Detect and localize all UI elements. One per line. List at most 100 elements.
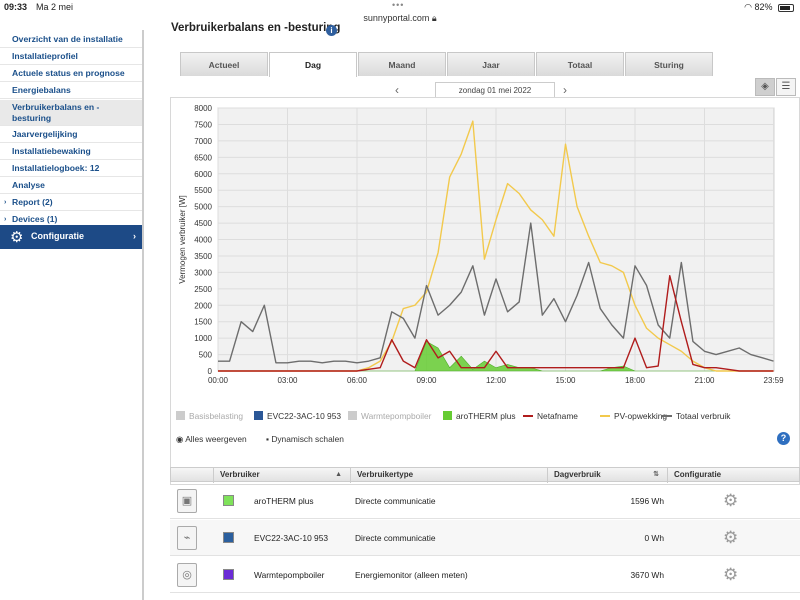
tab-dag[interactable]: Dag — [269, 52, 357, 77]
sidebar: Overzicht van de installatie Installatiep… — [0, 30, 144, 600]
sidebar-item[interactable]: Energiebalans — [0, 83, 142, 99]
sidebar-item[interactable]: Actuele status en prognose — [0, 66, 142, 82]
gear-icon[interactable]: ⚙ — [723, 528, 739, 547]
y-tick-label: 1000 — [194, 334, 212, 343]
y-tick-label: 3500 — [194, 252, 212, 261]
url-text: sunnyportal.com — [363, 13, 430, 23]
sidebar-item[interactable]: Installatielogboek: 12 — [0, 161, 142, 177]
table-row[interactable]: ▣ aroTHERM plus Directe communicatie 1596 W… — [170, 483, 800, 519]
stacked-view-button[interactable]: ◈ — [755, 78, 775, 96]
sort-up-icon: ▲ — [335, 471, 342, 478]
legend-swatch — [443, 411, 452, 420]
legend-label: Netafname — [537, 411, 578, 421]
y-tick-label: 2000 — [194, 301, 212, 310]
chevron-right-icon: › — [133, 231, 136, 241]
legend-item[interactable]: aroTHERM plus — [443, 411, 516, 421]
y-tick-label: 7500 — [194, 120, 212, 129]
tab-jaar[interactable]: Jaar — [447, 52, 535, 76]
table-row[interactable]: ⌁ EVC22-3AC-10 953 Directe communicatie 0 W… — [170, 520, 800, 556]
sidebar-item-configuratie[interactable]: ⚙ Configuratie › — [0, 225, 142, 249]
consumer-name: EVC22-3AC-10 953 — [254, 533, 329, 543]
eye-icon: ◉ — [176, 434, 184, 444]
chart-panel: 0 500 1000 1500 2000 2500 3000 3500 4000 4500 5000… — [170, 97, 800, 485]
y-tick-label: 2500 — [194, 285, 212, 294]
page-title: Verbruikerbalans en -besturing — [171, 22, 341, 34]
sidebar-item-label: Installatielogboek: 12 — [12, 163, 100, 173]
y-tick-label: 0 — [208, 367, 213, 376]
boiler-icon: ◎ — [177, 563, 197, 587]
x-tick-label: 21:00 — [694, 376, 715, 385]
table-header: Verbruiker ▲ Verbruikertype Dagverbruik … — [170, 467, 800, 483]
lock-icon: 🔒︎ — [431, 13, 437, 23]
x-tick-label: 15:00 — [555, 376, 576, 385]
sidebar-item[interactable]: Installatiebewaking — [0, 144, 142, 160]
consumer-type: Energiemonitor (alleen meten) — [355, 570, 468, 580]
sidebar-item[interactable]: Overzicht van de installatie — [0, 32, 142, 48]
sidebar-item-label: Verbruikerbalans en - besturing — [12, 102, 100, 123]
legend-item[interactable]: Warmtepompboiler — [348, 411, 431, 421]
tab-totaal[interactable]: Totaal — [536, 52, 624, 76]
y-tick-label: 3000 — [194, 268, 212, 277]
y-tick-label: 7000 — [194, 137, 212, 146]
header-label: Dagverbruik — [554, 470, 601, 479]
tab-actueel[interactable]: Actueel — [180, 52, 268, 76]
sidebar-item[interactable]: Verbruikerbalans en - besturing — [0, 100, 142, 126]
legend-item[interactable]: Netafname — [523, 411, 578, 421]
gear-icon: ⚙ — [10, 229, 24, 246]
consumer-type: Directe communicatie — [355, 533, 436, 543]
gear-icon[interactable]: ⚙ — [723, 491, 739, 510]
sidebar-item[interactable]: Analyse — [0, 178, 142, 194]
series-netafname-line — [218, 274, 774, 372]
chevron-right-icon: › — [4, 199, 7, 206]
address-bar[interactable]: sunnyportal.com 🔒︎ — [0, 13, 800, 24]
y-tick-label: 4000 — [194, 236, 212, 245]
x-tick-label: 03:00 — [277, 376, 298, 385]
ev-charger-icon: ⌁ — [177, 526, 197, 550]
help-icon[interactable]: ? — [777, 432, 790, 445]
layers-icon: ◈ — [761, 81, 769, 92]
dynamic-scale-toggle[interactable]: ▪ Dynamisch schalen — [266, 434, 344, 444]
legend-item[interactable]: Totaal verbruik — [662, 411, 730, 421]
x-tick-label: 06:00 — [347, 376, 368, 385]
previous-day-arrow-icon[interactable]: ‹ — [395, 83, 399, 97]
show-all-toggle[interactable]: ◉ Alles weergeven — [176, 434, 247, 444]
y-tick-label: 1500 — [194, 318, 212, 327]
sidebar-item-label: Overzicht van de installatie — [12, 34, 123, 44]
header-configuratie: Configuratie — [667, 468, 800, 483]
legend-swatch — [600, 415, 610, 417]
clock: 09:33 — [4, 2, 28, 12]
gear-icon[interactable]: ⚙ — [723, 565, 739, 584]
legend-label: Warmtepompboiler — [361, 411, 432, 421]
x-tick-label: 18:00 — [625, 376, 646, 385]
sidebar-item-label: Installatiebewaking — [12, 146, 91, 156]
header-dagverbruik[interactable]: Dagverbruik ⇅ — [547, 468, 667, 483]
consumer-type: Directe communicatie — [355, 496, 436, 506]
legend-label: aroTHERM plus — [456, 411, 516, 421]
sidebar-item[interactable]: Jaarvergelijking — [0, 127, 142, 143]
tab-maand[interactable]: Maand — [358, 52, 446, 76]
info-icon[interactable]: i — [326, 25, 337, 36]
legend-label: EVC22-3AC-10 953 — [267, 411, 342, 421]
date-picker[interactable]: zondag 01 mei 2022 — [435, 82, 555, 98]
header-label: Verbruiker — [220, 470, 260, 479]
next-day-arrow-icon[interactable]: › — [563, 83, 567, 97]
header-verbruiker[interactable]: Verbruiker ▲ — [213, 468, 350, 483]
legend-item[interactable]: EVC22-3AC-10 953 — [254, 411, 341, 421]
sidebar-item[interactable]: Installatieprofiel — [0, 49, 142, 65]
header-verbruikertype[interactable]: Verbruikertype — [350, 468, 547, 483]
legend-swatch — [662, 415, 672, 417]
tab-bar: Actueel Dag Maand Jaar Totaal Sturing — [180, 52, 713, 77]
sidebar-item-label: Devices (1) — [12, 214, 58, 224]
series-total-line — [218, 222, 774, 364]
list-view-button[interactable]: ☰ — [776, 78, 796, 96]
dynamic-scale-label: Dynamisch schalen — [271, 434, 344, 444]
legend-item[interactable]: Basisbelasting — [176, 411, 243, 421]
table-row[interactable]: ◎ Warmtepompboiler Energiemonitor (alleen … — [170, 557, 800, 593]
more-dots-icon[interactable]: ••• — [392, 0, 405, 10]
sidebar-item-label: Jaarvergelijking — [12, 129, 78, 139]
x-tick-label: 23:59 — [764, 376, 785, 385]
tab-sturing[interactable]: Sturing — [625, 52, 713, 76]
legend-item[interactable]: PV-opwekking — [600, 411, 667, 421]
sidebar-item[interactable]: › Report (2) — [0, 195, 142, 211]
consumer-name: aroTHERM plus — [254, 496, 314, 506]
